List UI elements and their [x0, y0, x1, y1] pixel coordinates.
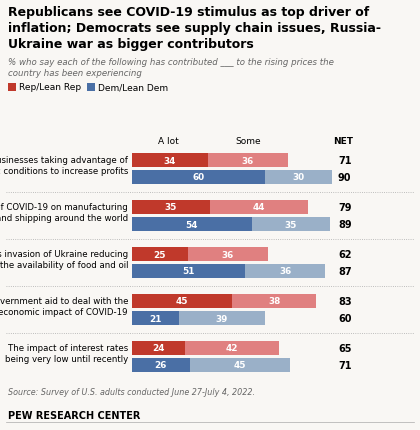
Bar — [132, 341, 185, 355]
Bar — [210, 200, 307, 215]
Bar — [232, 294, 316, 308]
Text: 87: 87 — [338, 266, 352, 276]
Text: 38: 38 — [268, 297, 280, 306]
Text: 45: 45 — [176, 297, 188, 306]
Text: 65: 65 — [338, 343, 352, 353]
Bar — [245, 264, 326, 278]
Text: Russia's invasion of Ukraine reducing
the availability of food and oil: Russia's invasion of Ukraine reducing th… — [0, 249, 128, 270]
Text: 71: 71 — [338, 360, 352, 370]
Text: 34: 34 — [164, 156, 176, 165]
Bar — [132, 218, 252, 231]
FancyBboxPatch shape — [8, 84, 16, 92]
Text: 35: 35 — [165, 203, 177, 212]
Bar — [178, 311, 265, 325]
Text: 60: 60 — [193, 173, 205, 182]
Text: 30: 30 — [293, 173, 305, 182]
Text: 36: 36 — [241, 156, 254, 165]
Text: A lot: A lot — [158, 137, 178, 146]
Text: 36: 36 — [221, 250, 234, 259]
Bar — [132, 294, 232, 308]
Text: Businesses taking advantage of
economic conditions to increase profits: Businesses taking advantage of economic … — [0, 156, 128, 175]
Bar — [207, 154, 288, 168]
Bar — [252, 218, 330, 231]
Text: 60: 60 — [338, 313, 352, 323]
Bar — [132, 200, 210, 215]
Bar — [188, 247, 268, 261]
Bar — [185, 341, 278, 355]
Text: Source: Survey of U.S. adults conducted June 27-July 4, 2022.: Source: Survey of U.S. adults conducted … — [8, 387, 255, 396]
Text: 21: 21 — [149, 314, 162, 323]
Text: 25: 25 — [154, 250, 166, 259]
Text: 62: 62 — [338, 249, 352, 259]
Bar — [132, 358, 190, 372]
Text: 54: 54 — [186, 220, 198, 229]
Bar — [132, 154, 207, 168]
FancyBboxPatch shape — [87, 84, 95, 92]
Bar — [132, 171, 265, 184]
Text: Government aid to deal with the
economic impact of COVID-19: Government aid to deal with the economic… — [0, 296, 128, 316]
Text: The impact of COVID-19 on manufacturing
and shipping around the world: The impact of COVID-19 on manufacturing … — [0, 203, 128, 223]
Text: PEW RESEARCH CENTER: PEW RESEARCH CENTER — [8, 410, 140, 420]
Text: 44: 44 — [252, 203, 265, 212]
Bar — [132, 247, 188, 261]
Text: 42: 42 — [226, 344, 238, 353]
Bar — [132, 264, 245, 278]
Text: 79: 79 — [338, 203, 352, 212]
Bar — [265, 171, 332, 184]
Text: 83: 83 — [338, 296, 352, 306]
Text: 36: 36 — [279, 267, 291, 276]
Text: The impact of interest rates
being very low until recently: The impact of interest rates being very … — [5, 343, 128, 363]
Text: Some: Some — [235, 137, 261, 146]
Text: 51: 51 — [182, 267, 195, 276]
Bar — [190, 358, 290, 372]
Text: Republicans see COVID-19 stimulus as top driver of
inflation; Democrats see supp: Republicans see COVID-19 stimulus as top… — [8, 6, 381, 51]
Text: 89: 89 — [338, 219, 352, 230]
Text: NET: NET — [333, 137, 353, 146]
Text: 90: 90 — [338, 172, 352, 183]
Text: 35: 35 — [285, 220, 297, 229]
Text: 24: 24 — [152, 344, 165, 353]
Text: 71: 71 — [338, 156, 352, 166]
Text: % who say each of the following has contributed ___ to the rising prices the
cou: % who say each of the following has cont… — [8, 58, 334, 78]
Text: 39: 39 — [216, 314, 228, 323]
Text: Rep/Lean Rep: Rep/Lean Rep — [19, 83, 81, 92]
Text: 45: 45 — [234, 361, 246, 370]
Text: 26: 26 — [155, 361, 167, 370]
Bar — [132, 311, 178, 325]
Text: Dem/Lean Dem: Dem/Lean Dem — [98, 83, 168, 92]
